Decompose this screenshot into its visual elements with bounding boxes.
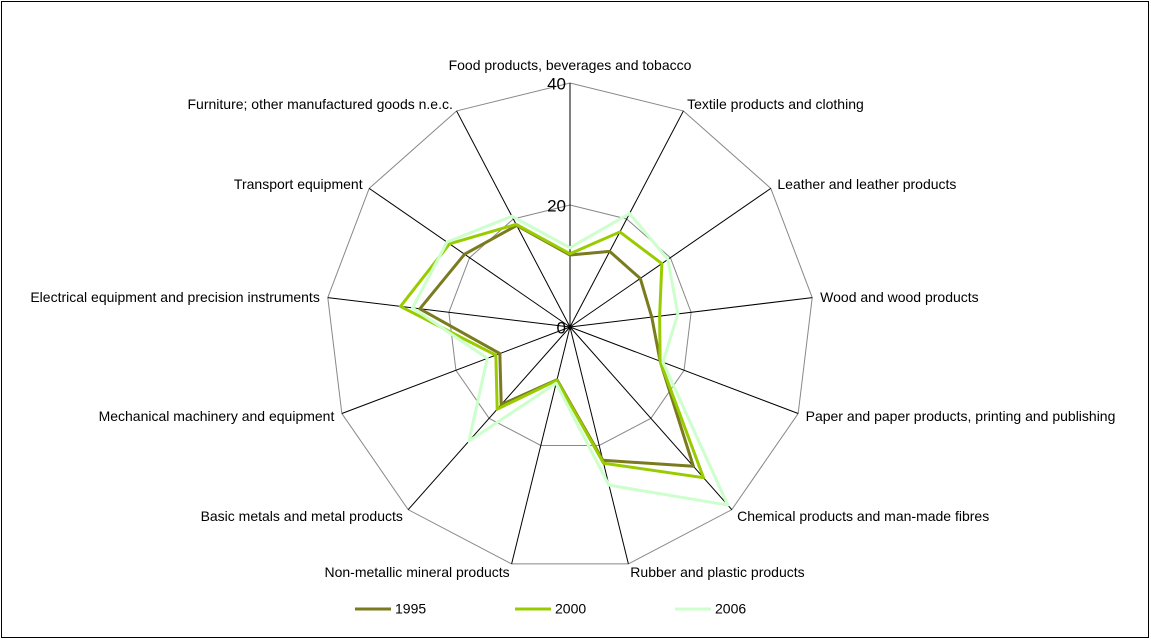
- category-label: Electrical equipment and precision instr…: [30, 288, 320, 305]
- y-tick-label: 20: [547, 196, 566, 215]
- spoke: [569, 187, 772, 328]
- category-label: Food products, beverages and tobacco: [448, 57, 692, 73]
- legend-label: 2000: [555, 601, 586, 617]
- spoke: [456, 110, 571, 328]
- category-label: Wood and wood products: [820, 288, 979, 305]
- y-tick-label: 0: [557, 318, 566, 337]
- spoke: [511, 326, 571, 565]
- y-tick-label: 40: [547, 74, 566, 93]
- grid-line: [448, 204, 692, 446]
- spoke: [569, 326, 733, 510]
- category-label: Mechanical machinery and equipment: [98, 408, 335, 425]
- legend-label: 1995: [395, 601, 426, 617]
- spoke: [368, 187, 571, 328]
- spoke: [407, 326, 571, 510]
- spoke: [569, 326, 799, 414]
- spoke: [569, 326, 629, 565]
- spoke: [569, 110, 684, 328]
- category-label: Chemical products and man-made fibres: [737, 507, 990, 524]
- spoke: [327, 297, 571, 328]
- category-label: Rubber and plastic products: [630, 563, 805, 580]
- category-label: Textile products and clothing: [687, 95, 864, 112]
- category-label: Basic metals and metal products: [200, 507, 403, 524]
- grid-line: [327, 82, 813, 565]
- category-label: Leather and leather products: [777, 175, 957, 192]
- legend-label: 2006: [715, 601, 746, 617]
- series-line: [411, 212, 730, 507]
- category-label: Paper and paper products, printing and p…: [805, 408, 1116, 425]
- category-label: Transport equipment: [233, 175, 363, 192]
- category-label: Furniture; other manufactured goods n.e.…: [187, 95, 453, 112]
- spoke: [341, 326, 571, 414]
- category-label: Non-metallic mineral products: [324, 563, 510, 580]
- spoke: [569, 297, 813, 328]
